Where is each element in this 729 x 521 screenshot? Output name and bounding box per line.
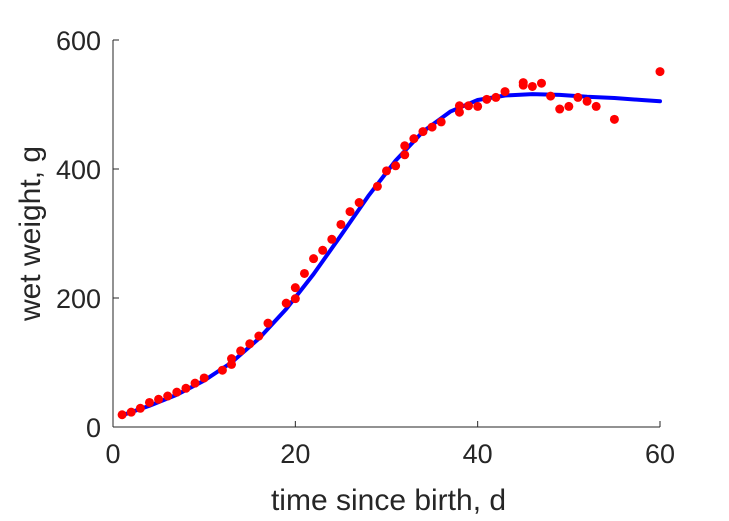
- data-point: [564, 101, 574, 111]
- y-tick-label: 200: [56, 284, 101, 314]
- data-point: [500, 87, 510, 97]
- data-point: [309, 254, 319, 264]
- data-point: [527, 81, 537, 91]
- data-point: [354, 198, 364, 208]
- data-point: [144, 397, 154, 407]
- data-point: [591, 101, 601, 111]
- data-point: [254, 331, 264, 341]
- data-point: [400, 141, 410, 151]
- data-point: [245, 339, 255, 349]
- data-point: [135, 403, 145, 413]
- data-point: [190, 378, 200, 388]
- data-point: [117, 410, 127, 420]
- data-point: [491, 92, 501, 102]
- data-point: [345, 207, 355, 217]
- data-point: [473, 101, 483, 111]
- data-point: [573, 92, 583, 102]
- data-point: [582, 96, 592, 106]
- data-point: [454, 107, 464, 117]
- x-axis-label: time since birth, d: [271, 484, 506, 517]
- data-point: [400, 150, 410, 160]
- data-point: [336, 219, 346, 229]
- data-point: [290, 294, 300, 304]
- data-point: [464, 101, 474, 111]
- data-point: [181, 383, 191, 393]
- fit-curve-line: [120, 92, 662, 418]
- data-point: [154, 394, 164, 404]
- data-point: [263, 318, 273, 328]
- y-tick-label: 0: [86, 413, 101, 443]
- data-point: [436, 117, 446, 127]
- data-point: [454, 101, 464, 111]
- x-tick-label: 40: [463, 439, 493, 469]
- x-tick-label: 20: [280, 439, 310, 469]
- series-layer: [117, 67, 665, 420]
- data-point: [536, 78, 546, 88]
- x-ticks: 0 20 40 60: [105, 421, 675, 469]
- data-point: [217, 365, 227, 375]
- data-point: [318, 245, 328, 255]
- data-point: [609, 114, 619, 124]
- data-point: [391, 161, 401, 171]
- data-point: [290, 283, 300, 293]
- x-tick-label: 60: [645, 439, 675, 469]
- data-point: [227, 354, 237, 364]
- data-point: [655, 67, 665, 77]
- data-point: [555, 104, 565, 114]
- data-point: [299, 268, 309, 278]
- y-tick-label: 600: [56, 26, 101, 56]
- data-point: [172, 387, 182, 397]
- y-tick-label: 400: [56, 155, 101, 185]
- axes: [112, 40, 660, 428]
- data-point: [546, 91, 556, 101]
- data-point: [126, 407, 136, 417]
- data-point: [327, 234, 337, 244]
- y-axis-label: wet weight, g: [14, 146, 47, 322]
- data-point: [518, 80, 528, 90]
- data-point: [163, 391, 173, 401]
- data-point: [427, 122, 437, 132]
- y-ticks: 0 200 400 600: [56, 26, 119, 443]
- data-point: [418, 127, 428, 137]
- data-point: [382, 166, 391, 176]
- data-point: [482, 94, 492, 104]
- data-point: [281, 298, 291, 308]
- data-point: [236, 346, 246, 356]
- data-point: [409, 134, 419, 144]
- data-point: [199, 373, 209, 383]
- data-point: [372, 181, 382, 191]
- x-tick-label: 0: [105, 439, 120, 469]
